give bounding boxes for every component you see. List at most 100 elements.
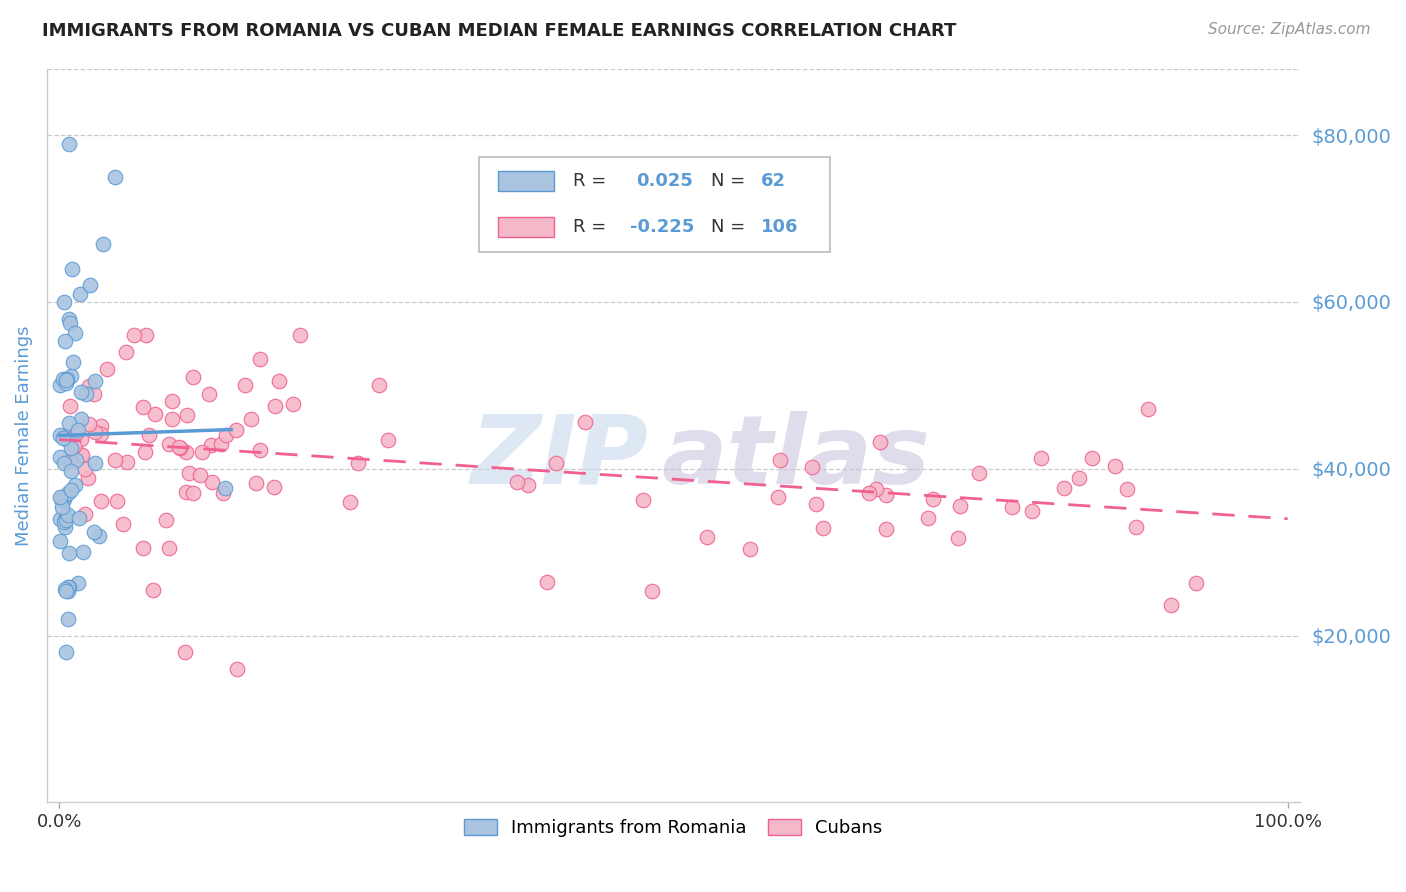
Text: 0.025: 0.025 (636, 172, 693, 190)
Point (69, 385, 91, 400)
Point (104, 452, 127, 467)
Point (104, 169, 127, 184)
Point (191, 445, 214, 459)
Point (55, 510, 77, 524)
Point (949, 500, 972, 514)
Point (75, 507, 97, 521)
Point (60, 261, 83, 276)
Point (200, 437, 222, 451)
Point (183, 369, 205, 384)
Point (59, 316, 82, 330)
Point (769, 453, 792, 467)
Point (67, 575, 90, 590)
Point (1125, 520, 1147, 534)
Y-axis label: Median Female Earnings: Median Female Earnings (15, 326, 32, 546)
Text: N =: N = (711, 218, 745, 236)
Point (55, 432, 77, 446)
FancyBboxPatch shape (479, 157, 830, 252)
Point (79, 378, 101, 392)
Point (114, 345, 136, 359)
Point (96, 361, 118, 376)
Point (83, 456, 105, 470)
Point (65, 326, 87, 341)
Point (49, 377, 72, 392)
Point (505, 475, 527, 489)
Point (1080, 451, 1102, 466)
Point (288, 328, 311, 343)
Point (83, 524, 105, 539)
Point (69, 287, 91, 301)
Point (173, 645, 195, 659)
Point (225, 423, 247, 437)
Bar (498, 217, 554, 237)
Point (55, 512, 77, 526)
Point (56, 612, 79, 626)
Point (197, 386, 219, 401)
Point (73, 462, 96, 476)
Point (544, 456, 567, 470)
Point (58, 311, 80, 326)
Point (176, 408, 198, 422)
Point (58, 486, 80, 500)
Point (67, 511, 90, 525)
Point (875, 488, 897, 502)
Point (190, 468, 212, 483)
Point (56, 584, 79, 599)
Point (62, 355, 84, 369)
Point (858, 486, 880, 500)
Text: -0.225: -0.225 (630, 218, 695, 236)
Point (53, 334, 76, 348)
Point (72, 545, 94, 559)
Point (49, 450, 72, 465)
Point (132, 401, 155, 415)
Point (58, 580, 80, 594)
Point (56, 580, 79, 594)
Point (53, 295, 76, 310)
Point (59, 368, 82, 383)
Point (281, 396, 304, 410)
Text: IMMIGRANTS FROM ROMANIA VS CUBAN MEDIAN FEMALE EARNINGS CORRELATION CHART: IMMIGRANTS FROM ROMANIA VS CUBAN MEDIAN … (42, 22, 956, 40)
Point (69, 432, 91, 446)
Point (157, 541, 180, 556)
Point (269, 374, 291, 388)
Point (63, 439, 86, 453)
Point (131, 541, 153, 555)
Point (176, 445, 198, 459)
Point (377, 433, 399, 447)
Point (1185, 576, 1208, 591)
Point (55, 373, 77, 387)
Point (59, 399, 82, 413)
Point (875, 522, 897, 536)
Point (84, 425, 107, 439)
Point (55, 376, 77, 391)
Text: R =: R = (574, 218, 606, 236)
Point (1116, 482, 1139, 496)
Point (55, 645, 77, 659)
Point (65, 452, 87, 467)
Point (162, 394, 184, 409)
Point (117, 455, 139, 469)
Point (631, 493, 654, 508)
Point (1136, 401, 1159, 416)
Point (536, 575, 558, 590)
Bar (498, 170, 554, 191)
Point (738, 542, 761, 557)
Point (58, 508, 80, 523)
Point (641, 584, 664, 599)
Point (967, 466, 990, 480)
Point (1001, 500, 1024, 515)
Point (49, 490, 72, 504)
Point (233, 378, 256, 392)
Point (53, 428, 76, 442)
Point (696, 530, 718, 544)
Point (58, 136, 80, 151)
Point (52, 491, 75, 506)
Point (801, 459, 824, 474)
Point (176, 484, 198, 499)
Point (53, 456, 76, 470)
Point (249, 443, 271, 458)
Point (155, 513, 177, 527)
Point (181, 486, 204, 500)
Point (517, 478, 540, 492)
Point (52, 493, 75, 508)
